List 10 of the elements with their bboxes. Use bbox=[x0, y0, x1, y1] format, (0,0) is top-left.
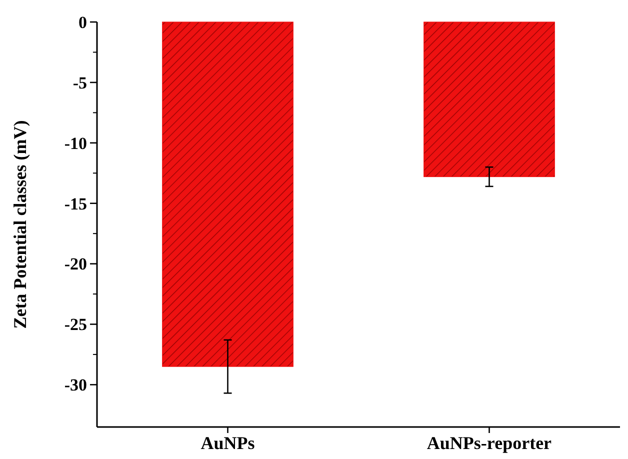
y-tick-label: 0 bbox=[78, 12, 87, 32]
x-tick-label: AuNPs bbox=[200, 433, 255, 453]
y-tick-label: -5 bbox=[72, 73, 87, 92]
x-tick-label: AuNPs-reporter bbox=[426, 433, 552, 453]
y-tick-label: -20 bbox=[64, 254, 87, 274]
y-tick-label: -10 bbox=[64, 134, 87, 153]
y-tick-label: -25 bbox=[64, 315, 87, 334]
y-axis-title: Zeta Potential classes (mV) bbox=[10, 120, 30, 329]
y-tick-label: -15 bbox=[64, 194, 87, 214]
y-tick-label: -30 bbox=[64, 376, 87, 395]
